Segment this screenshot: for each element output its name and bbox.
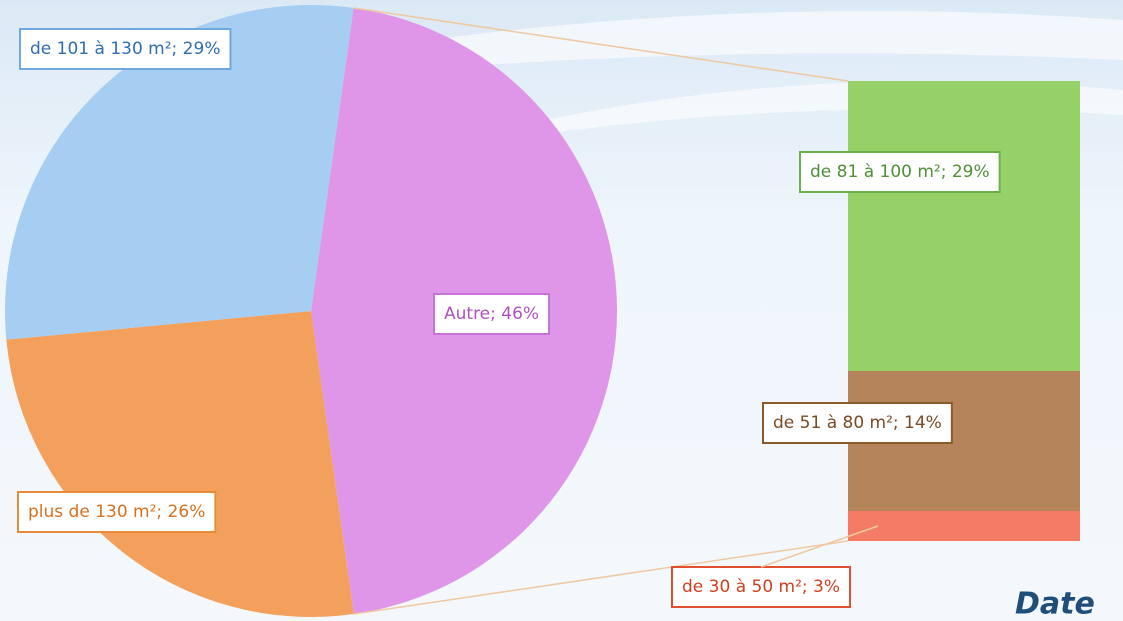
data-label-text: de 81 à 100 m²; 29% — [810, 162, 990, 182]
data-label: de 51 à 80 m²; 14% — [762, 402, 953, 444]
data-label-box — [17, 491, 217, 533]
data-label-text: de 101 à 130 m²; 29% — [30, 39, 220, 59]
leader-line — [760, 525, 879, 568]
pie-slice — [4, 4, 354, 340]
data-label-text: Autre; 46% — [444, 304, 539, 324]
data-label: plus de 130 m²; 26% — [17, 491, 217, 533]
data-label-box — [799, 151, 1001, 193]
connector — [353, 7, 849, 82]
data-label-box — [762, 402, 953, 444]
bar-segment — [848, 511, 1080, 541]
data-label-box — [671, 566, 852, 608]
pie-slice — [6, 311, 354, 617]
data-label-text: de 30 à 50 m²; 3% — [682, 577, 840, 597]
data-label-box — [433, 293, 551, 335]
data-label-text: plus de 130 m²; 26% — [28, 502, 205, 522]
connector — [353, 540, 849, 615]
background-streak — [300, 11, 1123, 80]
data-label: Autre; 46% — [433, 293, 551, 335]
data-label-box — [19, 28, 232, 70]
data-label: de 30 à 50 m²; 3% — [671, 566, 852, 608]
data-label-text: de 51 à 80 m²; 14% — [773, 413, 942, 433]
annotation: Date — [1015, 587, 1095, 621]
data-label: de 101 à 130 m²; 29% — [19, 28, 232, 70]
data-label: de 81 à 100 m²; 29% — [799, 151, 1001, 193]
bar-segment — [848, 81, 1080, 371]
